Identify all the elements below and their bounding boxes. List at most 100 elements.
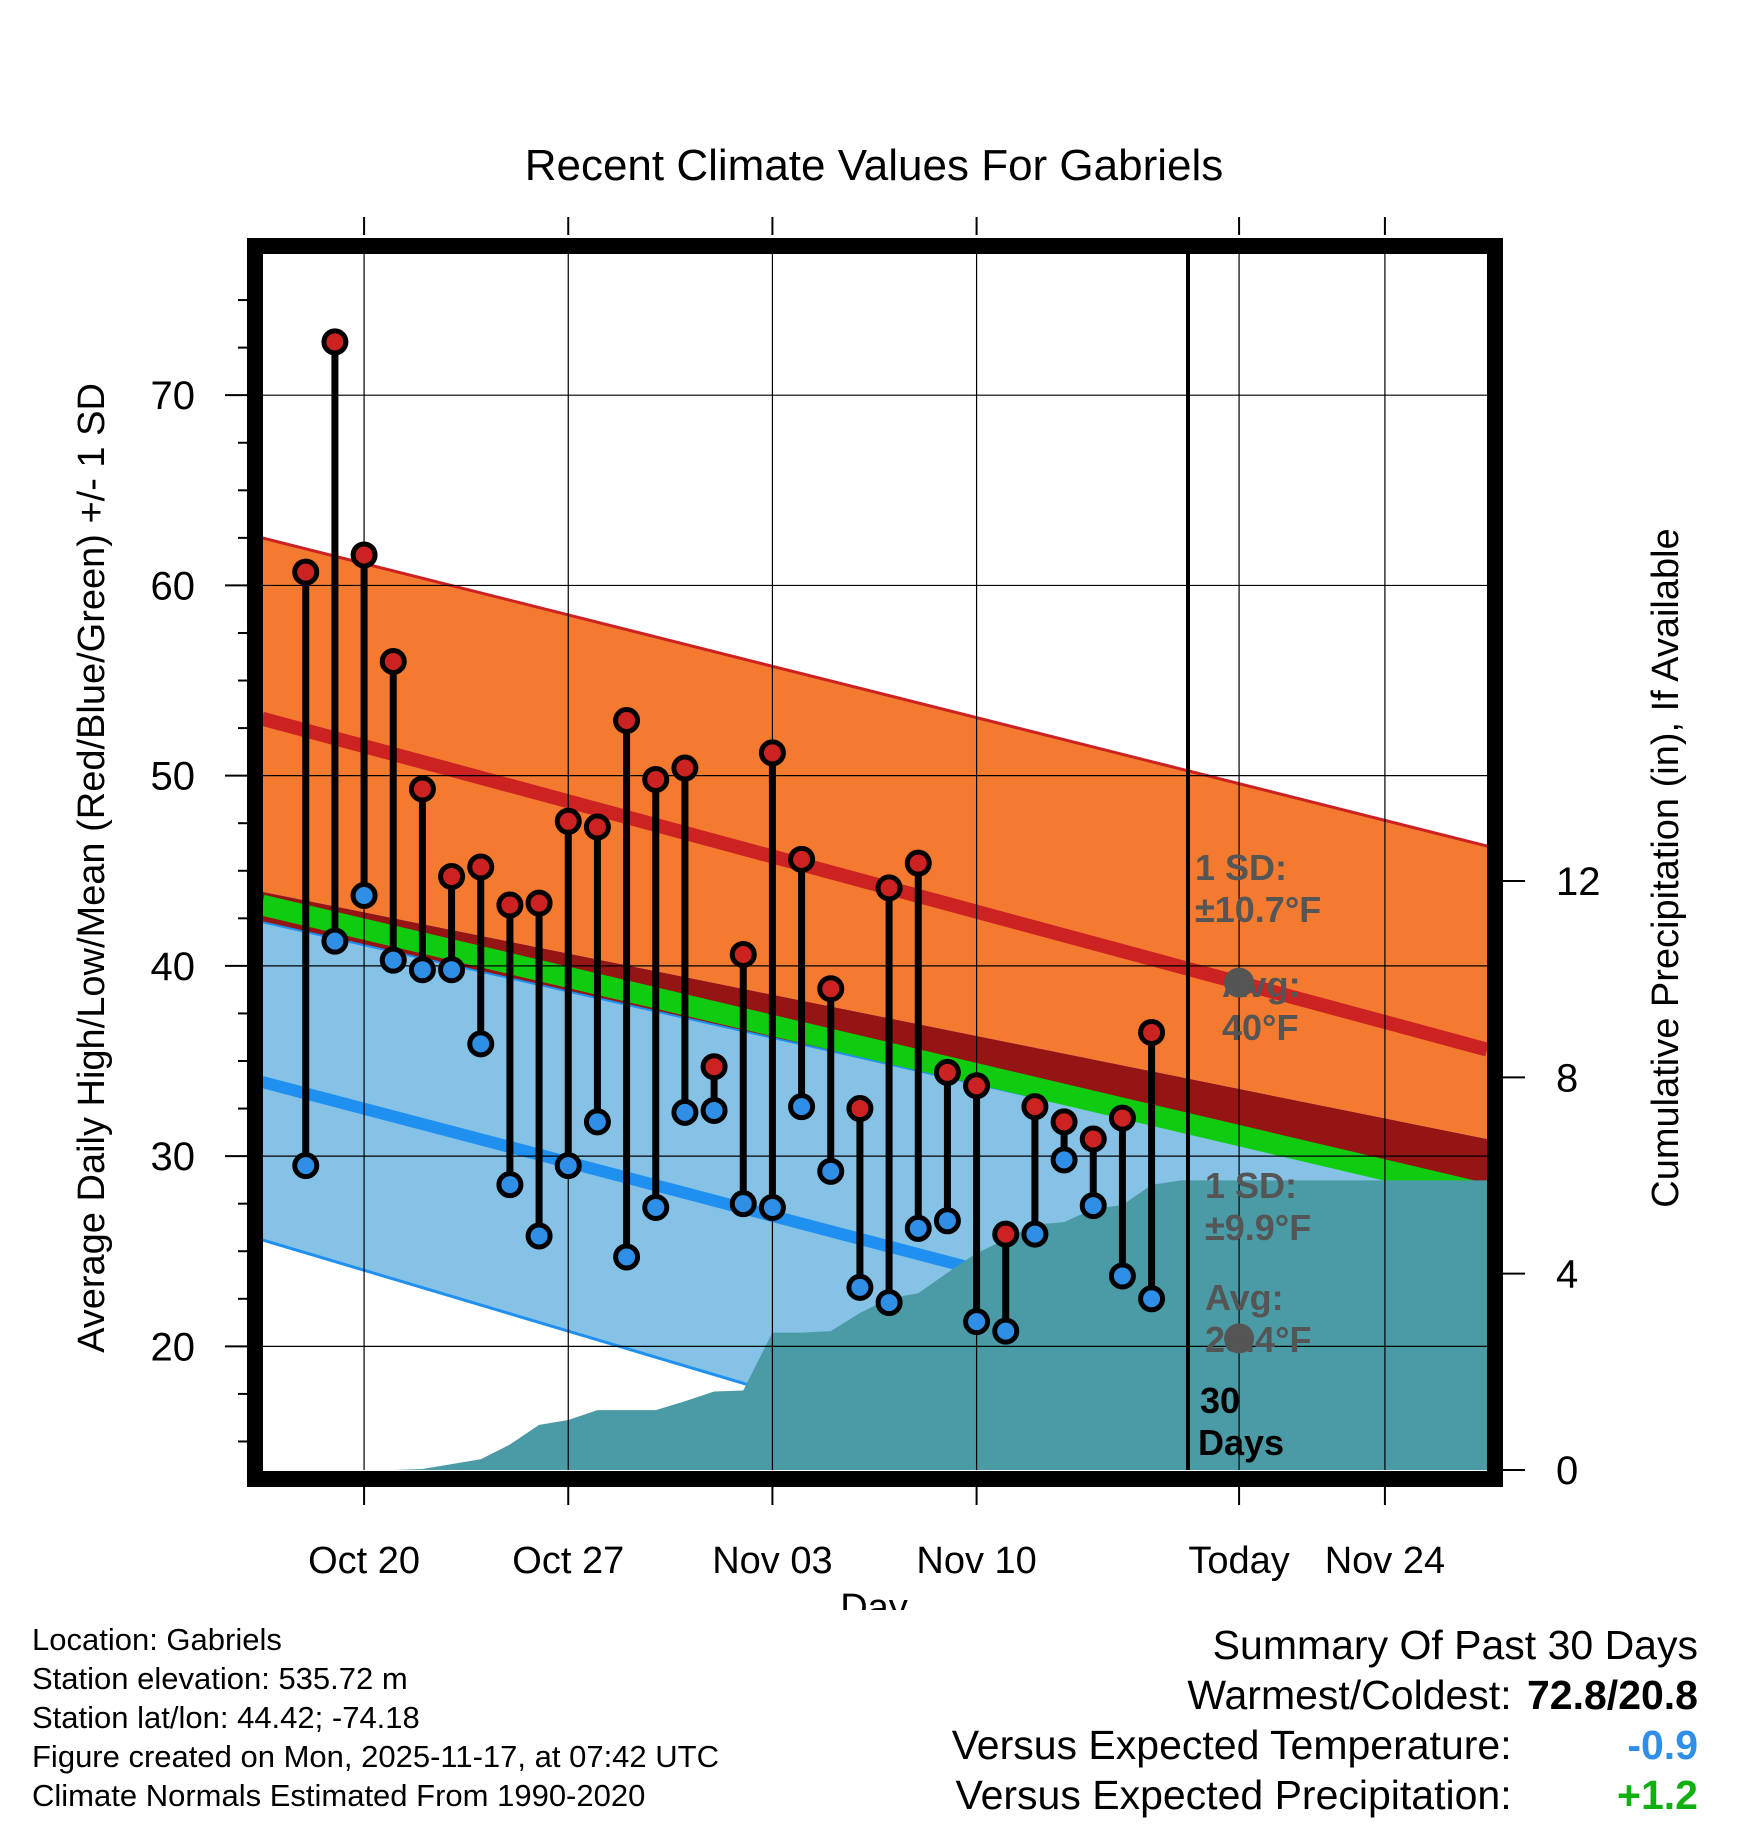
y-tick-label: 30 bbox=[151, 1135, 196, 1179]
high-sd-label: 1 SD: bbox=[1195, 847, 1287, 888]
precip-area bbox=[334, 1180, 1487, 1470]
low-point bbox=[292, 1152, 320, 1180]
high-point bbox=[1021, 1093, 1049, 1121]
high-mean-line bbox=[262, 711, 1487, 1057]
low-point bbox=[963, 1308, 991, 1336]
low-point bbox=[379, 946, 407, 974]
high-avg-label: Avg: bbox=[1222, 964, 1301, 1005]
high-point bbox=[438, 862, 466, 890]
low-point bbox=[438, 956, 466, 984]
high-point bbox=[292, 558, 320, 586]
x-tick-label: Nov 10 bbox=[916, 1540, 1036, 1582]
low-point bbox=[496, 1171, 524, 1199]
warm-cold-label: Warmest/Coldest: bbox=[1187, 1672, 1512, 1718]
high-point bbox=[525, 889, 553, 917]
low-point bbox=[758, 1193, 786, 1221]
y-right-tick-label: 8 bbox=[1556, 1056, 1578, 1100]
high-point bbox=[496, 891, 524, 919]
high-point bbox=[788, 845, 816, 873]
high-point bbox=[933, 1058, 961, 1086]
high-point bbox=[642, 765, 670, 793]
period-count: 30 bbox=[1200, 1380, 1240, 1421]
high-point bbox=[408, 775, 436, 803]
high-point bbox=[350, 541, 378, 569]
low-point bbox=[321, 927, 349, 955]
high-point bbox=[1079, 1125, 1107, 1153]
climate-chart: Recent Climate Values For Gabriels 1 SD:… bbox=[71, 141, 1687, 1610]
summary-warm-cold: Warmest/Coldest: 72.8/20.8 bbox=[952, 1670, 1698, 1720]
daily-values bbox=[292, 328, 1255, 1354]
low-point bbox=[408, 956, 436, 984]
high-point bbox=[554, 807, 582, 835]
normal-bands bbox=[262, 536, 1487, 1470]
elevation-text: Station elevation: 535.72 m bbox=[32, 1661, 408, 1696]
y-axis-label: Average Daily High/Low/Mean (Red/Blue/Gr… bbox=[71, 383, 113, 1353]
low-point bbox=[583, 1108, 611, 1136]
high-point bbox=[875, 874, 903, 902]
normals-text: Climate Normals Estimated From 1990-2020 bbox=[32, 1778, 646, 1813]
latlon-text: Station lat/lon: 44.42; -74.18 bbox=[32, 1700, 420, 1735]
high-avg-value: 40°F bbox=[1222, 1007, 1298, 1048]
low-point bbox=[788, 1093, 816, 1121]
axes: Oct 20 Oct 27 Nov 03 Nov 10 Today Nov 24 20 30 4… bbox=[151, 217, 1601, 1582]
x-tick-label: Oct 20 bbox=[308, 1540, 420, 1582]
high-point bbox=[992, 1220, 1020, 1248]
x-tick-label: Nov 24 bbox=[1325, 1540, 1445, 1582]
high-plus-sd-edge bbox=[262, 536, 1487, 848]
low-avg-dot bbox=[1224, 1323, 1255, 1354]
low-point bbox=[933, 1207, 961, 1235]
station-info: Location: Gabriels Station elevation: 53… bbox=[32, 1620, 719, 1815]
warm-cold-value: 72.8/20.8 bbox=[1527, 1672, 1698, 1718]
mean-band bbox=[262, 894, 1487, 1205]
high-point bbox=[583, 813, 611, 841]
low-point bbox=[1021, 1220, 1049, 1248]
low-sd-value: ±9.9°F bbox=[1205, 1207, 1311, 1248]
low-point bbox=[700, 1096, 728, 1124]
low-point bbox=[554, 1152, 582, 1180]
y-right-tick-label: 4 bbox=[1556, 1253, 1578, 1297]
high-point bbox=[613, 706, 641, 734]
annotations: 1 SD: ±10.7°F Avg: 40°F 1 SD: ±9.9°F Avg… bbox=[1195, 847, 1321, 1463]
high-point bbox=[467, 853, 495, 881]
chart-title: Recent Climate Values For Gabriels bbox=[525, 141, 1224, 190]
period-unit: Days bbox=[1198, 1422, 1284, 1463]
low-point bbox=[1050, 1146, 1078, 1174]
high-point bbox=[379, 648, 407, 676]
low-point bbox=[671, 1098, 699, 1126]
low-point bbox=[846, 1273, 874, 1301]
y-tick-label: 50 bbox=[151, 755, 196, 799]
low-point bbox=[1108, 1262, 1136, 1290]
summary-heading: Summary Of Past 30 Days bbox=[1212, 1622, 1698, 1668]
high-point bbox=[846, 1095, 874, 1123]
high-point bbox=[729, 940, 757, 968]
high-sd-value: ±10.7°F bbox=[1195, 889, 1321, 930]
y-axis-label-right: Cumulative Precipitation (in), If Availa… bbox=[1645, 528, 1687, 1207]
low-point bbox=[875, 1289, 903, 1317]
high-point bbox=[1108, 1104, 1136, 1132]
low-point bbox=[350, 881, 378, 909]
y-tick-label: 20 bbox=[151, 1325, 196, 1369]
created-text: Figure created on Mon, 2025-11-17, at 07… bbox=[32, 1739, 719, 1774]
low-avg-label: Avg: bbox=[1205, 1277, 1284, 1318]
y-right-tick-label: 0 bbox=[1556, 1449, 1578, 1493]
low-point bbox=[904, 1214, 932, 1242]
high-point bbox=[963, 1072, 991, 1100]
high-point bbox=[758, 739, 786, 767]
high-avg-dot bbox=[1224, 967, 1255, 998]
low-point bbox=[1079, 1192, 1107, 1220]
summary-precip: Versus Expected Precipitation: +1.2 bbox=[952, 1770, 1699, 1820]
low-sd-label: 1 SD: bbox=[1205, 1165, 1297, 1206]
low-point bbox=[1138, 1285, 1166, 1313]
y-tick-label: 60 bbox=[151, 564, 196, 608]
x-tick-label: Nov 03 bbox=[712, 1540, 832, 1582]
summary-panel: Summary Of Past 30 Days Warmest/Coldest:… bbox=[952, 1620, 1698, 1820]
low-point bbox=[525, 1222, 553, 1250]
y-tick-label: 70 bbox=[151, 374, 196, 418]
temp-label: Versus Expected Temperature: bbox=[951, 1722, 1512, 1768]
low-avg-value: 23.4°F bbox=[1205, 1319, 1311, 1360]
high-point bbox=[1138, 1018, 1166, 1046]
precip-value: +1.2 bbox=[1617, 1772, 1698, 1818]
y-tick-label: 40 bbox=[151, 945, 196, 989]
x-axis-label: Day bbox=[840, 1587, 908, 1610]
x-tick-label: Today bbox=[1188, 1540, 1289, 1582]
